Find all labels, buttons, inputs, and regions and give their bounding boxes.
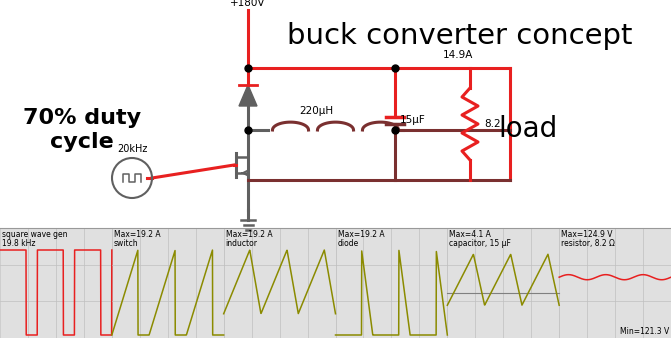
Text: capacitor, 15 μF: capacitor, 15 μF	[450, 239, 511, 248]
Text: Max=19.2 A: Max=19.2 A	[114, 230, 160, 239]
Bar	[448, 228, 559, 338]
Text: 20kHz: 20kHz	[117, 144, 147, 154]
Text: 19.8 kHz: 19.8 kHz	[2, 239, 36, 248]
Text: buck converter concept: buck converter concept	[287, 22, 633, 50]
Text: 14.9A: 14.9A	[442, 50, 472, 60]
Text: square wave gen: square wave gen	[2, 230, 68, 239]
Polygon shape	[239, 85, 257, 106]
Text: 8.2: 8.2	[484, 119, 501, 129]
Text: Max=19.2 A: Max=19.2 A	[225, 230, 272, 239]
Text: 15μF: 15μF	[400, 115, 426, 125]
Bar	[112, 228, 223, 338]
Bar	[223, 228, 336, 338]
Text: diode: diode	[338, 239, 359, 248]
Text: switch: switch	[114, 239, 138, 248]
Text: Max=19.2 A: Max=19.2 A	[338, 230, 384, 239]
Bar	[0, 228, 112, 338]
Text: resistor, 8.2 Ω: resistor, 8.2 Ω	[561, 239, 615, 248]
Bar	[336, 228, 448, 338]
Text: Max=4.1 A: Max=4.1 A	[450, 230, 491, 239]
Text: Min=121.3 V: Min=121.3 V	[620, 327, 669, 336]
Text: 220μH: 220μH	[299, 106, 333, 116]
Bar	[559, 228, 671, 338]
Text: inductor: inductor	[225, 239, 258, 248]
Text: Max=124.9 V: Max=124.9 V	[561, 230, 613, 239]
Text: +180V: +180V	[230, 0, 266, 8]
Text: 70% duty
cycle: 70% duty cycle	[23, 108, 141, 152]
Text: load: load	[498, 115, 557, 143]
